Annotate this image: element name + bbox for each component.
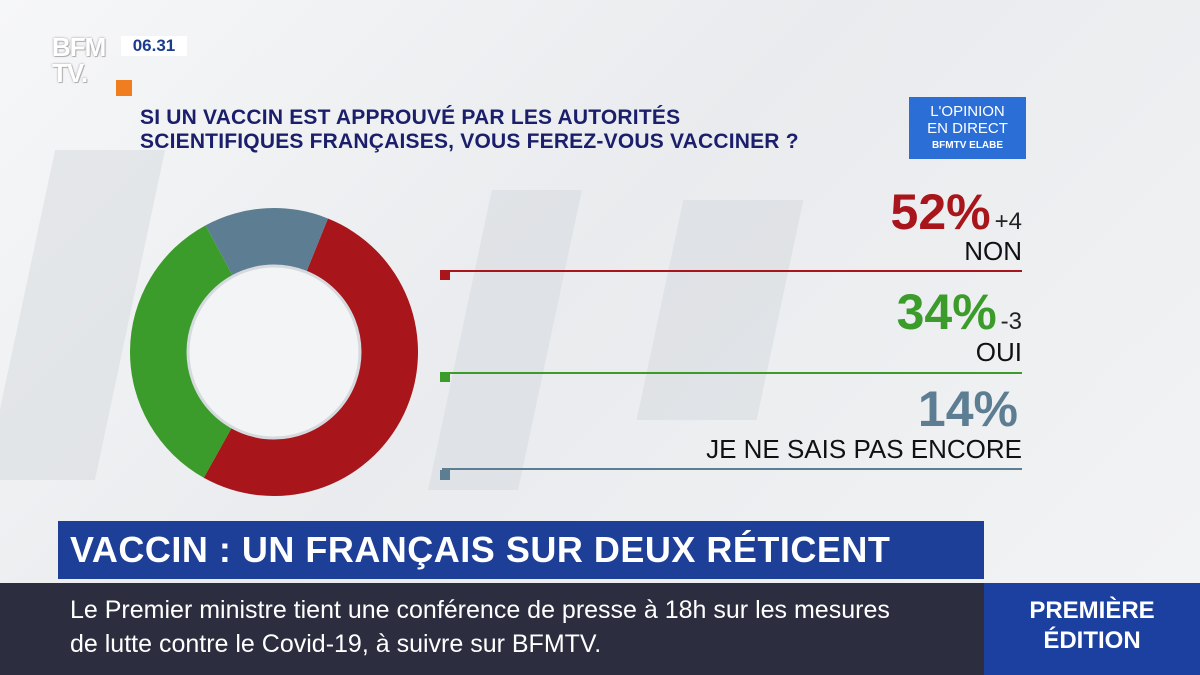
badge-line-3: BFMTV ELABE — [931, 140, 1004, 151]
slice-oui — [129, 225, 234, 478]
poll-question: SI UN VACCIN EST APPROUVÉ PAR LES AUTORI… — [140, 106, 900, 154]
clock: 06.31 — [121, 36, 187, 56]
headline-text: VACCIN : UN FRANÇAIS SUR DEUX RÉTICENT — [70, 529, 891, 570]
logo-text-bottom: TV. — [52, 58, 88, 88]
category-label: NON — [964, 236, 1022, 266]
rule-line — [442, 372, 1022, 374]
question-line-2: SCIENTIFIQUES FRANÇAISES, VOUS FEREZ-VOU… — [140, 130, 799, 153]
result-value-non: 52% +4 — [891, 187, 1022, 237]
percent-label: 34% — [896, 284, 997, 340]
rule-line — [442, 270, 1022, 272]
slice-nsp — [205, 208, 328, 277]
donut-chart — [129, 208, 419, 497]
question-line-1: SI UN VACCIN EST APPROUVÉ PAR LES AUTORI… — [140, 106, 681, 129]
rule-tick — [440, 470, 450, 480]
badge-line-2: EN DIRECT — [927, 120, 1008, 137]
badge-line-1: L'OPINION — [930, 103, 1005, 120]
ticker-line-1: Le Premier ministre tient une conférence… — [70, 596, 890, 624]
channel-logo: BFM TV. — [52, 34, 132, 98]
ticker-line-2: de lutte contre le Covid-19, à suivre su… — [70, 630, 602, 658]
watermark-shape — [428, 190, 582, 490]
news-ticker: Le Premier ministre tient une conférence… — [0, 583, 984, 675]
change-label: -3 — [1000, 308, 1022, 335]
result-value-nsp: 14% — [918, 384, 1022, 434]
percent-label: 14% — [917, 381, 1018, 437]
rule-tick — [440, 372, 450, 382]
rule-tick — [440, 270, 450, 280]
percent-label: 52% — [890, 184, 991, 240]
logo-text-top: BFM — [52, 32, 106, 62]
edition-label: PREMIÈRE ÉDITION — [984, 583, 1200, 675]
category-label: OUI — [975, 337, 1022, 367]
rule-line — [442, 468, 1022, 470]
donut-hole — [186, 264, 362, 440]
opinion-badge: L'OPINION EN DIRECT BFMTV ELABE — [909, 97, 1026, 159]
change-label: +4 — [994, 208, 1022, 235]
result-value-oui: 34% -3 — [897, 287, 1022, 337]
category-label: JE NE SAIS PAS ENCORE — [706, 434, 1022, 464]
edition-line-1: PREMIÈRE — [1029, 597, 1155, 624]
slice-non — [203, 218, 419, 497]
edition-line-2: ÉDITION — [1043, 627, 1141, 654]
headline-banner: VACCIN : UN FRANÇAIS SUR DEUX RÉTICENT — [58, 521, 984, 579]
watermark-shape — [636, 200, 804, 420]
logo-orange-square — [116, 80, 132, 96]
